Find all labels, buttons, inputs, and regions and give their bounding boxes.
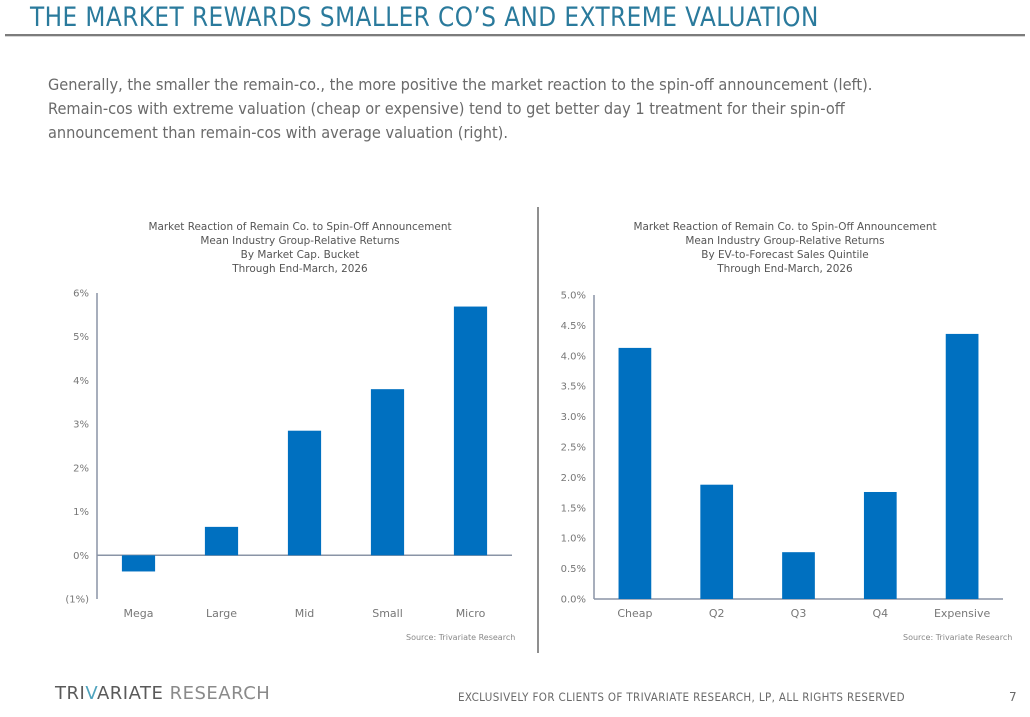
- y-tick-label: 0.5%: [561, 564, 586, 575]
- x-category-label: Small: [372, 607, 403, 620]
- x-category-label: Q2: [709, 607, 725, 620]
- y-tick-label: 4%: [73, 376, 89, 387]
- y-tick-label: 3%: [73, 420, 89, 431]
- logo-v-icon: V: [85, 683, 97, 704]
- logo-text-research: RESEARCH: [163, 683, 271, 704]
- x-category-label: Large: [206, 607, 237, 620]
- y-tick-label: 0%: [73, 551, 89, 562]
- y-tick-label: 2.5%: [561, 443, 586, 454]
- intro-line: Remain-cos with extreme valuation (cheap…: [48, 99, 845, 118]
- title-rule: [5, 34, 1025, 36]
- y-tick-label: 1%: [73, 507, 89, 518]
- left-chart-source: Source: Trivariate Research: [406, 633, 516, 642]
- intro-text: Generally, the smaller the remain-co., t…: [48, 73, 989, 145]
- bar-q2: [700, 484, 734, 599]
- chart-title-line: Through End-March, 2026: [717, 262, 853, 275]
- y-tick-label: 1.5%: [561, 503, 586, 514]
- y-tick-label: 3.0%: [561, 412, 586, 423]
- bar-micro: [453, 306, 488, 556]
- y-tick-label: 0.0%: [561, 595, 586, 606]
- chart-title-line: Mean Industry Group-Relative Returns: [685, 234, 885, 247]
- y-tick-label: 5%: [73, 332, 89, 343]
- bar-cheap: [618, 347, 652, 599]
- y-tick-label: 2.0%: [561, 473, 586, 484]
- y-tick-label: 3.5%: [561, 382, 586, 393]
- y-tick-label: 4.5%: [561, 321, 586, 332]
- chart-title-line: By Market Cap. Bucket: [240, 248, 360, 261]
- x-category-label: Q4: [872, 607, 888, 620]
- x-category-label: Cheap: [617, 607, 652, 620]
- intro-line: Generally, the smaller the remain-co., t…: [48, 75, 873, 94]
- chart-title-line: By EV-to-Forecast Sales Quintile: [701, 248, 869, 261]
- left-chart-title: Market Reaction of Remain Co. to Spin-Of…: [60, 220, 540, 276]
- y-tick-label: 5.0%: [561, 291, 586, 302]
- y-tick-label: 4.0%: [561, 351, 586, 362]
- trivariate-logo: TRIVARIATE RESEARCH: [55, 683, 270, 704]
- bar-q4: [863, 491, 897, 599]
- bar-mega: [121, 555, 156, 572]
- page-title: THE MARKET REWARDS SMALLER CO’S AND EXTR…: [30, 2, 819, 33]
- bar-large: [204, 526, 239, 556]
- logo-text-tri: TRI: [55, 683, 86, 704]
- bar-expensive: [945, 333, 979, 599]
- page-number: 7: [1009, 690, 1017, 704]
- chart-title-line: Market Reaction of Remain Co. to Spin-Of…: [148, 220, 452, 233]
- logo-text-ariate: ARIATE: [96, 683, 164, 704]
- y-tick-label: 6%: [73, 289, 89, 300]
- chart-divider: [537, 207, 539, 653]
- y-tick-label: 2%: [73, 463, 89, 474]
- right-chart-title: Market Reaction of Remain Co. to Spin-Of…: [550, 220, 1020, 276]
- intro-line: announcement than remain-cos with averag…: [48, 123, 508, 142]
- x-category-label: Micro: [456, 607, 486, 620]
- x-category-label: Mega: [124, 607, 154, 620]
- bar-q3: [782, 552, 815, 599]
- footer-disclaimer: EXCLUSIVELY FOR CLIENTS OF TRIVARIATE RE…: [458, 690, 905, 704]
- chart-title-line: Through End-March, 2026: [232, 262, 368, 275]
- bar-mid: [287, 430, 322, 556]
- x-category-label: Q3: [791, 607, 807, 620]
- right-chart-source: Source: Trivariate Research: [903, 633, 1013, 642]
- x-category-label: Expensive: [934, 607, 990, 620]
- bar-small: [370, 389, 405, 556]
- chart-title-line: Mean Industry Group-Relative Returns: [200, 234, 400, 247]
- y-tick-label: (1%): [65, 595, 89, 606]
- x-category-label: Mid: [295, 607, 315, 620]
- chart-title-line: Market Reaction of Remain Co. to Spin-Of…: [633, 220, 937, 233]
- y-tick-label: 1.0%: [561, 534, 586, 545]
